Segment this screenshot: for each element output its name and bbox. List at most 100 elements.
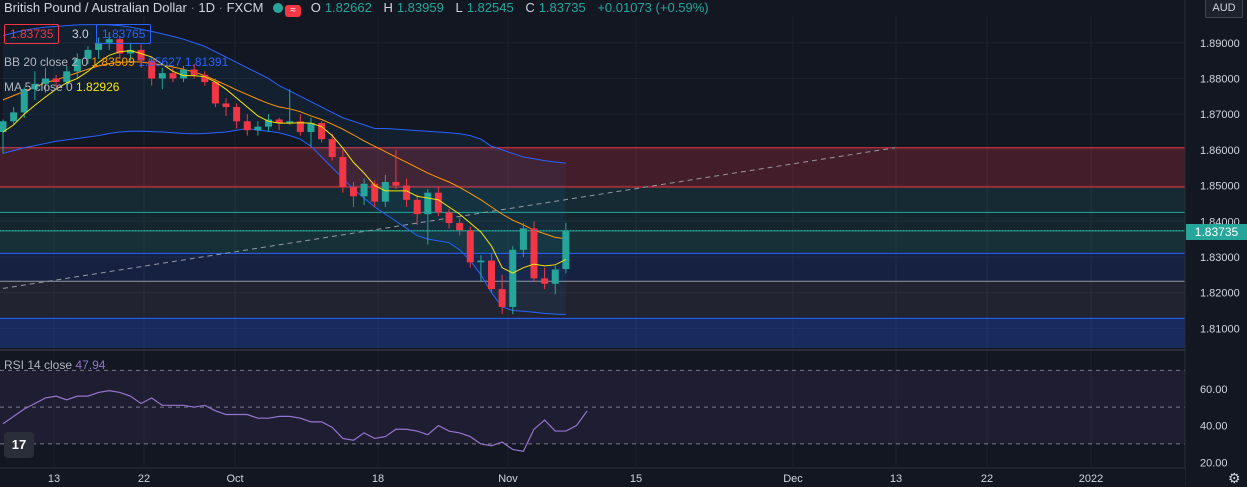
candle bbox=[41, 67, 49, 93]
candle bbox=[10, 107, 18, 125]
rsi-pane bbox=[0, 369, 1185, 452]
candle-body bbox=[296, 121, 304, 133]
candle-body bbox=[477, 260, 485, 263]
symbol-title[interactable]: British Pound / Australian Dollar bbox=[4, 0, 187, 15]
candle-body bbox=[530, 228, 538, 279]
fib-zone bbox=[0, 318, 1185, 348]
candle-body bbox=[105, 39, 113, 43]
candle-body bbox=[31, 83, 39, 90]
time-tick-label: 15 bbox=[630, 473, 642, 485]
candle bbox=[519, 223, 527, 257]
bb-basis-line bbox=[2, 61, 566, 240]
candle-body bbox=[286, 121, 294, 124]
price-tick-label: 1.86000 bbox=[1200, 145, 1240, 157]
candle-body bbox=[84, 49, 92, 59]
price-tick-label: 1.81000 bbox=[1200, 323, 1240, 335]
candle-body bbox=[509, 249, 517, 307]
rsi-tick-label: 20.00 bbox=[1200, 457, 1228, 469]
candle bbox=[371, 180, 379, 207]
candle bbox=[211, 78, 219, 108]
candle-body bbox=[233, 107, 241, 122]
high-value: 1.83959 bbox=[396, 0, 444, 15]
candle-body bbox=[328, 139, 336, 158]
candle-body bbox=[381, 182, 389, 202]
sell-button[interactable]: 1.83735 bbox=[4, 24, 60, 44]
candle bbox=[466, 226, 474, 268]
candle-body bbox=[126, 49, 134, 54]
bb-legend[interactable]: BB 20 close 2 0 1.83509 1.85627 1.81391 bbox=[4, 55, 229, 69]
candle bbox=[105, 32, 113, 50]
open-value: 1.82662 bbox=[324, 0, 372, 15]
interval-label[interactable]: 1D bbox=[198, 0, 216, 15]
time-tick-label: 18 bbox=[372, 473, 384, 485]
candle bbox=[562, 222, 570, 274]
low-value: 1.82545 bbox=[466, 0, 514, 15]
fib-zone bbox=[0, 147, 1185, 187]
candle bbox=[498, 274, 506, 315]
price-tick-label: 1.82000 bbox=[1200, 288, 1240, 300]
candle-body bbox=[488, 260, 496, 290]
candle bbox=[328, 133, 336, 161]
candle-body bbox=[201, 74, 209, 83]
candle-body bbox=[95, 42, 103, 50]
candle-body bbox=[456, 223, 464, 231]
candle-body bbox=[265, 119, 272, 127]
candle-body bbox=[371, 183, 379, 202]
candle bbox=[509, 246, 517, 315]
ohlc-readout: O 1.82662 H 1.83959 L 1.82545 C 1.83735 +0.0… bbox=[310, 0, 709, 15]
candle bbox=[73, 53, 81, 79]
rsi-legend[interactable]: RSI 14 close 47.94 bbox=[4, 358, 106, 372]
candle bbox=[551, 265, 559, 295]
market-open-icon bbox=[273, 2, 284, 13]
candle-body bbox=[116, 39, 124, 54]
rsi-tick-label: 60.00 bbox=[1200, 384, 1228, 396]
time-axis-bg bbox=[0, 468, 1185, 486]
candle-body bbox=[541, 278, 549, 284]
chart-header: British Pound / Australian Dollar · 1D ·… bbox=[4, 0, 713, 17]
price-tick-label: 1.85000 bbox=[1200, 181, 1240, 193]
candle bbox=[95, 37, 103, 59]
price-tick-label: 1.88000 bbox=[1200, 73, 1240, 85]
candle bbox=[0, 119, 7, 154]
time-tick-label: Oct bbox=[226, 473, 243, 485]
candle bbox=[445, 208, 453, 229]
settings-gear-icon[interactable]: ⚙ bbox=[1228, 470, 1241, 486]
ma-legend[interactable]: MA 5 close 0 1.82926 bbox=[4, 80, 120, 94]
candle-body bbox=[148, 60, 156, 79]
candle bbox=[434, 187, 442, 216]
candle-body bbox=[275, 119, 283, 124]
ma5-line bbox=[2, 50, 567, 274]
time-tick-label: 13 bbox=[48, 473, 60, 485]
time-tick-label: Nov bbox=[498, 473, 518, 485]
candle bbox=[180, 65, 188, 83]
candle-body bbox=[73, 58, 81, 72]
buy-button[interactable]: 1.83765 bbox=[96, 24, 152, 44]
currency-button[interactable]: AUD bbox=[1205, 0, 1243, 18]
candle-body bbox=[466, 230, 474, 263]
candle bbox=[307, 117, 315, 147]
time-tick-label: 2022 bbox=[1079, 473, 1103, 485]
candle-body bbox=[562, 230, 570, 270]
candle bbox=[148, 57, 156, 86]
candle-body bbox=[137, 49, 145, 61]
candle-body bbox=[551, 269, 559, 284]
candle-body bbox=[41, 78, 49, 84]
exchange-label: FXCM bbox=[226, 0, 264, 15]
candle bbox=[541, 267, 549, 290]
change-value: +0.01073 (+0.59%) bbox=[597, 0, 709, 15]
rsi-line bbox=[2, 390, 588, 452]
candle bbox=[349, 182, 357, 207]
wave-icon: ≈ bbox=[285, 4, 302, 17]
rsi-tick-label: 40.00 bbox=[1200, 421, 1228, 433]
candle-body bbox=[403, 185, 411, 200]
candle bbox=[222, 98, 230, 116]
candle-body bbox=[211, 82, 219, 104]
candle bbox=[158, 67, 166, 90]
last-price-tag: 1.83735 bbox=[1186, 224, 1247, 240]
candle bbox=[530, 221, 538, 282]
candle bbox=[169, 67, 177, 83]
candle bbox=[456, 217, 464, 236]
candle bbox=[116, 35, 124, 59]
